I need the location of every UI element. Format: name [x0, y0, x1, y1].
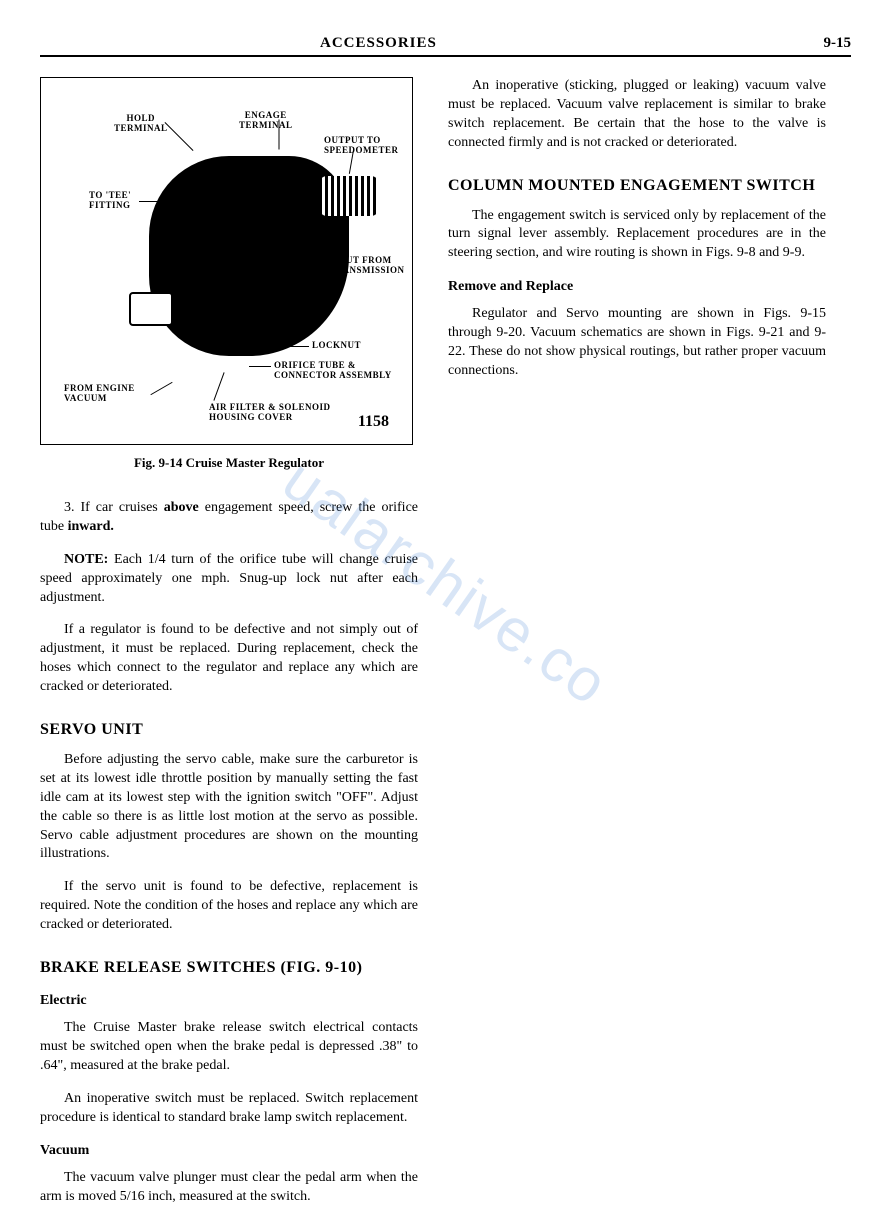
body-paragraph: If the servo unit is found to be defecti… [40, 878, 418, 935]
left-column: HOLDTERMINAL ENGAGETERMINAL OUTPUT TOSPE… [40, 77, 418, 1221]
text-fragment: 3. If car cruises [64, 500, 164, 515]
body-paragraph: The vacuum valve plunger must clear the … [40, 1169, 418, 1207]
body-paragraph: The engagement switch is serviced only b… [448, 207, 826, 264]
right-column: An inoperative (sticking, plugged or lea… [448, 77, 826, 1221]
label-line [139, 201, 169, 202]
bold-text: inward. [68, 519, 114, 534]
subsection-heading-electric: Electric [40, 993, 418, 1009]
body-paragraph: An inoperative (sticking, plugged or lea… [448, 77, 826, 153]
label-locknut: LOCKNUT [312, 341, 361, 351]
label-line [309, 261, 329, 262]
body-paragraph: The Cruise Master brake release switch e… [40, 1019, 418, 1076]
body-paragraph: An inoperative switch must be replaced. … [40, 1090, 418, 1128]
label-orifice-tube: ORIFICE TUBE &CONNECTOR ASSEMBLY [274, 361, 392, 381]
label-output-speedo: OUTPUT TOSPEEDOMETER [324, 136, 399, 156]
section-heading-brake: BRAKE RELEASE SWITCHES (FIG. 9-10) [40, 959, 418, 977]
body-paragraph: Before adjusting the servo cable, make s… [40, 751, 418, 864]
content-area: HOLDTERMINAL ENGAGETERMINAL OUTPUT TOSPE… [40, 77, 851, 1221]
label-line [213, 372, 224, 401]
section-heading-column: COLUMN MOUNTED ENGAGEMENT SWITCH [448, 177, 826, 195]
label-engage-terminal: ENGAGETERMINAL [239, 111, 293, 131]
section-heading-servo: SERVO UNIT [40, 721, 418, 739]
label-line [279, 120, 280, 150]
label-engine-vacuum: FROM ENGINEVACUUM [64, 384, 135, 404]
header-title: ACCESSORIES [320, 35, 437, 52]
label-air-filter: AIR FILTER & SOLENOIDHOUSING COVER [209, 403, 330, 423]
bold-text: above [164, 500, 199, 515]
body-paragraph: If a regulator is found to be defective … [40, 621, 418, 697]
body-paragraph: 3. If car cruises above engagement speed… [40, 499, 418, 537]
label-hold-terminal: HOLDTERMINAL [114, 114, 168, 134]
note-paragraph: NOTE: Each 1/4 turn of the orifice tube … [40, 551, 418, 608]
label-line [284, 346, 309, 347]
subsection-heading-vacuum: Vacuum [40, 1143, 418, 1159]
figure-caption: Fig. 9-14 Cruise Master Regulator [40, 455, 418, 471]
label-line [165, 122, 194, 151]
subsection-heading-remove: Remove and Replace [448, 279, 826, 295]
note-label: NOTE: [64, 552, 108, 567]
label-line [150, 382, 172, 395]
figure-box: HOLDTERMINAL ENGAGETERMINAL OUTPUT TOSPE… [40, 77, 413, 445]
body-paragraph: Regulator and Servo mounting are shown i… [448, 305, 826, 381]
page-number: 9-15 [824, 35, 852, 52]
label-input-trans: INPUT FROMTRANSMISSION [329, 256, 405, 276]
figure-number: 1158 [358, 413, 389, 431]
label-tee-fitting: TO 'TEE'FITTING [89, 191, 131, 211]
page-header: ACCESSORIES 9-15 [40, 35, 851, 57]
regulator-diagram-icon [149, 156, 349, 356]
label-line [249, 366, 271, 367]
figure-content: HOLDTERMINAL ENGAGETERMINAL OUTPUT TOSPE… [49, 86, 404, 436]
